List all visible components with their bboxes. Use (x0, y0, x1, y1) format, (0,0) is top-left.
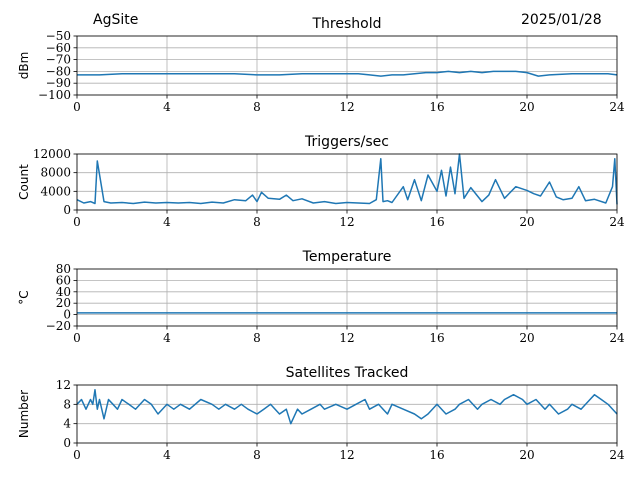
triggers-xtick-label: 4 (163, 215, 171, 229)
satellites-series-line (76, 389, 618, 425)
threshold-ytick-label: −80 (46, 64, 71, 78)
triggers-ylabel: Count (17, 164, 31, 200)
threshold-plot-frame (76, 35, 618, 96)
threshold-ytick-label: −60 (46, 41, 71, 55)
temperature-xtick-label: 24 (609, 331, 625, 345)
triggers-ytick-label: 8000 (40, 166, 71, 180)
threshold-ylabel: dBm (17, 52, 31, 80)
threshold-xtick-label: 4 (163, 100, 171, 114)
triggers-xtick-label: 20 (519, 215, 534, 229)
date-label: 2025/01/28 (521, 12, 602, 28)
satellites-ytick-label: 4 (63, 417, 71, 431)
triggers-xtick-label: 12 (339, 215, 354, 229)
satellites-xtick-label: 4 (163, 448, 171, 462)
satellites-xtick-label: 0 (73, 448, 81, 462)
temperature-plot-frame (76, 268, 618, 327)
satellites-plot-frame (76, 384, 618, 444)
threshold-xtick-label: 12 (339, 100, 354, 114)
temperature-ytick-label: −20 (46, 319, 71, 333)
threshold-series-line (77, 70, 618, 77)
temperature-ylabel: °C (17, 290, 31, 304)
satellites-xtick-label: 8 (253, 448, 261, 462)
triggers-xtick-label: 16 (429, 215, 444, 229)
threshold-xtick-label: 24 (609, 100, 625, 114)
triggers-xtick-label: 0 (73, 215, 81, 229)
temperature-xtick-label: 0 (73, 331, 81, 345)
triggers-xtick-label: 24 (609, 215, 625, 229)
satellites-xtick-label: 12 (339, 448, 354, 462)
satellites-ytick-label: 8 (63, 397, 71, 411)
temperature-xtick-label: 4 (163, 331, 171, 345)
triggers-ytick-label: 4000 (40, 184, 71, 198)
triggers-series-line (76, 153, 618, 205)
temperature-ytick-label: 0 (63, 308, 71, 322)
temperature-xtick-label: 12 (339, 331, 354, 345)
temperature-xtick-label: 8 (253, 331, 261, 345)
threshold-title: Threshold (312, 16, 382, 32)
threshold-xtick-label: 0 (73, 100, 81, 114)
satellites-xtick-label: 16 (429, 448, 444, 462)
temperature-ytick-label: 60 (56, 273, 71, 287)
temperature-ytick-label: 20 (56, 296, 71, 310)
satellites-ytick-label: 12 (56, 378, 71, 392)
temperature-xtick-label: 20 (519, 331, 534, 345)
satellites-title: Satellites Tracked (286, 365, 409, 381)
satellites-ytick-label: 0 (63, 436, 71, 450)
triggers-xtick-label: 8 (253, 215, 261, 229)
satellites-xtick-label: 24 (609, 448, 625, 462)
threshold-ytick-label: −90 (46, 76, 71, 90)
temperature-ytick-label: 80 (56, 262, 71, 276)
satellites-xtick-label: 20 (519, 448, 534, 462)
threshold-ytick-label: −50 (46, 29, 71, 43)
triggers-title: Triggers/sec (304, 134, 389, 150)
site-name-label: AgSite (93, 12, 139, 28)
temperature-xtick-label: 16 (429, 331, 444, 345)
threshold-xtick-label: 20 (519, 100, 534, 114)
threshold-xtick-label: 16 (429, 100, 444, 114)
satellites-ylabel: Number (17, 390, 31, 438)
triggers-plot-frame (76, 153, 618, 211)
triggers-ytick-label: 0 (63, 203, 71, 217)
threshold-xtick-label: 8 (253, 100, 261, 114)
temperature-ytick-label: 40 (56, 285, 71, 299)
triggers-ytick-label: 12000 (33, 147, 71, 161)
temperature-title: Temperature (302, 249, 392, 265)
threshold-ytick-label: −100 (38, 88, 71, 102)
threshold-ytick-label: −70 (46, 53, 71, 67)
